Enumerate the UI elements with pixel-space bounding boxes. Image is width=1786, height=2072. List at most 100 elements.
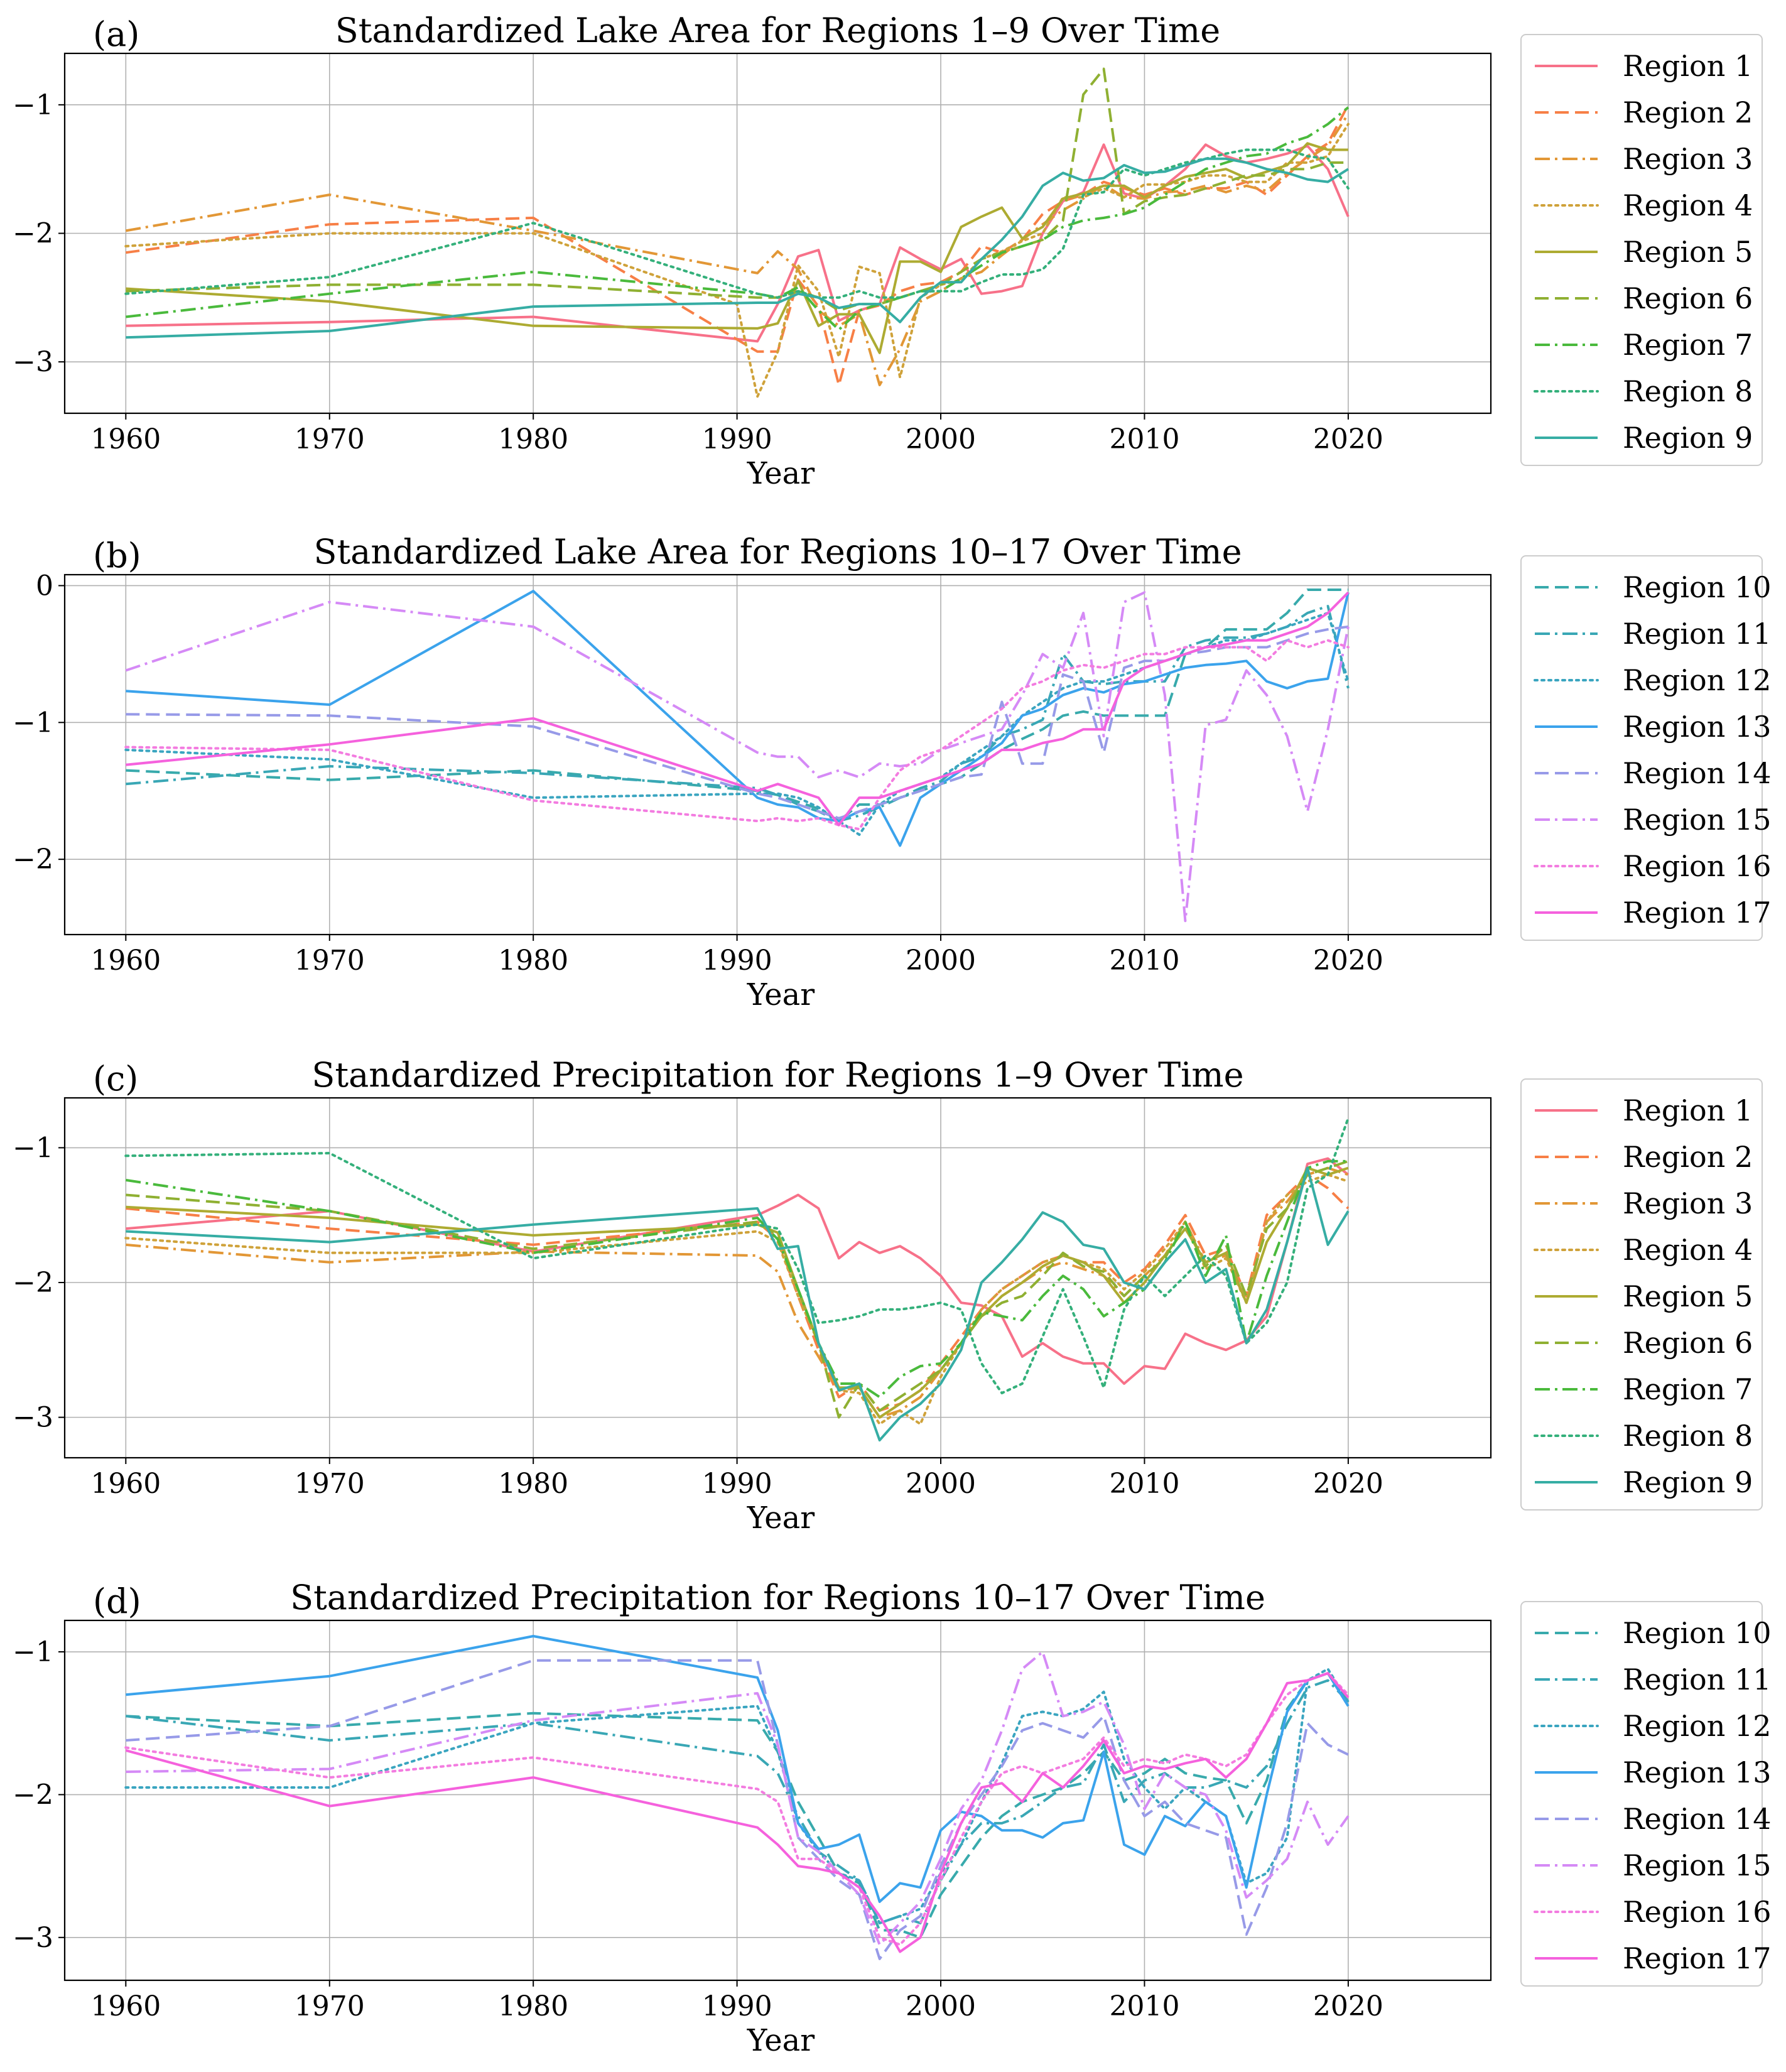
chart-title: Standardized Lake Area for Regions 1–9 O… xyxy=(335,11,1220,50)
x-tick-label: 2000 xyxy=(906,1990,976,2022)
chart-title: Standardized Lake Area for Regions 10–17… xyxy=(313,532,1242,572)
legend-label: Region 1 xyxy=(1623,1093,1753,1127)
legend-label: Region 2 xyxy=(1623,1140,1753,1174)
series-line-region-16 xyxy=(124,1672,1350,1946)
x-tick-label: 2010 xyxy=(1109,1468,1179,1500)
x-tick-label: 2020 xyxy=(1313,945,1383,977)
x-axis-label: Year xyxy=(747,2023,815,2058)
series-line-region-9 xyxy=(126,157,1349,339)
x-tick-label: 1990 xyxy=(702,1990,772,2022)
series-line-region-14 xyxy=(126,1659,1349,1960)
panel-label: (b) xyxy=(93,536,141,575)
series-line-region-9 xyxy=(126,1166,1350,1442)
y-tick-label: −3 xyxy=(13,1402,53,1434)
series-line-region-15 xyxy=(125,591,1350,923)
legend: Region 1 Region 2 Region 3 Region 4 Region 5… xyxy=(1520,1078,1763,1511)
x-tick-label: 1990 xyxy=(702,423,772,455)
legend-label: Region 10 xyxy=(1623,1616,1772,1650)
panel-label: (a) xyxy=(93,14,139,54)
series-line-region-3 xyxy=(125,113,1350,386)
series-group xyxy=(124,1635,1350,1960)
x-tick-label: 2000 xyxy=(906,945,976,977)
x-tick-label: 2010 xyxy=(1109,945,1179,977)
x-axis-label: Year xyxy=(747,456,815,491)
series-line-region-15 xyxy=(126,1651,1350,1946)
y-tick-label: −2 xyxy=(13,843,53,876)
legend-label: Region 16 xyxy=(1623,849,1772,883)
series-line-region-7 xyxy=(126,106,1350,331)
legend-label: Region 15 xyxy=(1623,803,1772,837)
y-tick-label: −2 xyxy=(13,1779,53,1811)
legend-box xyxy=(1520,34,1763,466)
x-tick-label: 1980 xyxy=(498,423,568,455)
series-group xyxy=(124,67,1350,398)
x-tick-label: 2010 xyxy=(1109,423,1179,455)
series-line-region-11 xyxy=(126,1679,1350,1924)
legend-label: Region 8 xyxy=(1623,1419,1753,1453)
legend-label: Region 8 xyxy=(1623,374,1753,408)
y-tick-label: −1 xyxy=(13,89,53,121)
x-tick-label: 1960 xyxy=(90,1990,161,2022)
series-line-region-13 xyxy=(126,590,1350,847)
y-tick-label: −3 xyxy=(13,1922,53,1954)
legend-label: Region 3 xyxy=(1623,142,1753,176)
series-line-region-6 xyxy=(126,1160,1349,1419)
legend-label: Region 6 xyxy=(1623,281,1753,315)
legend-box xyxy=(1520,1078,1763,1511)
series-line-region-7 xyxy=(125,1159,1348,1399)
panel-d: 1960 1970 1980 1990 2000 2010 2020 −3 −2 −1 Year St… xyxy=(13,1578,1771,2058)
series-line-region-16 xyxy=(124,639,1350,831)
legend-label: Region 7 xyxy=(1623,1372,1753,1406)
y-tick-label: 0 xyxy=(36,570,53,602)
x-tick-label: 1980 xyxy=(498,945,568,977)
legend-label: Region 1 xyxy=(1623,49,1753,83)
legend-label: Region 14 xyxy=(1623,1802,1772,1836)
x-axis-label: Year xyxy=(747,977,815,1012)
x-tick-label: 2000 xyxy=(906,1468,976,1500)
legend-label: Region 12 xyxy=(1623,1709,1772,1743)
x-tick-label: 1970 xyxy=(295,1468,365,1500)
panel-a: 1960 1970 1980 1990 2000 2010 2020 −3 −2 −1 Year St… xyxy=(13,11,1763,491)
legend: Region 10 Region 11 Region 12 Region 13 Regi… xyxy=(1520,1601,1772,1987)
series-line-region-17 xyxy=(126,591,1350,827)
x-tick-label: 1960 xyxy=(90,945,161,977)
legend-label: Region 9 xyxy=(1623,421,1753,455)
legend-label: Region 3 xyxy=(1623,1186,1753,1220)
y-tick-label: −3 xyxy=(13,346,53,378)
legend: Region 10 Region 11 Region 12 Region 13 Regi… xyxy=(1520,555,1772,941)
legend-label: Region 11 xyxy=(1623,1662,1772,1696)
legend-box xyxy=(1520,555,1763,941)
chart-title: Standardized Precipitation for Regions 1… xyxy=(311,1055,1243,1095)
series-line-region-17 xyxy=(125,1672,1350,1953)
legend-label: Region 14 xyxy=(1623,756,1772,790)
panel-label: (c) xyxy=(93,1059,138,1098)
x-tick-label: 2020 xyxy=(1313,1990,1383,2022)
series-line-region-1 xyxy=(126,1157,1350,1385)
axes-frame xyxy=(63,1619,1492,1982)
legend-label: Region 17 xyxy=(1623,896,1772,930)
series-line-region-5 xyxy=(126,1166,1349,1419)
x-tick-label: 1990 xyxy=(702,1468,772,1500)
legend-label: Region 10 xyxy=(1623,570,1772,604)
legend-label: Region 12 xyxy=(1623,663,1772,697)
legend-label: Region 7 xyxy=(1623,328,1753,362)
x-tick-label: 1970 xyxy=(295,423,365,455)
series-line-region-10 xyxy=(126,589,1348,823)
x-tick-label: 2020 xyxy=(1313,423,1383,455)
x-tick-label: 2020 xyxy=(1313,1468,1383,1500)
x-tick-label: 2000 xyxy=(906,423,976,455)
x-tick-label: 1980 xyxy=(498,1990,568,2022)
panel-b: 1960 1970 1980 1990 2000 2010 2020 −2 −1 0 Year Sta… xyxy=(13,532,1771,1012)
panel-c: 1960 1970 1980 1990 2000 2010 2020 −3 −2 −1 Year St… xyxy=(13,1055,1763,1536)
legend-label: Region 9 xyxy=(1623,1465,1753,1499)
x-tick-label: 1960 xyxy=(90,423,161,455)
legend-label: Region 17 xyxy=(1623,1941,1772,1975)
x-tick-label: 2010 xyxy=(1109,1990,1179,2022)
legend-label: Region 4 xyxy=(1623,188,1753,222)
series-line-region-8 xyxy=(124,148,1350,299)
axes-frame xyxy=(63,1097,1492,1459)
legend-label: Region 2 xyxy=(1623,95,1753,129)
y-tick-label: −2 xyxy=(13,1267,53,1299)
legend-label: Region 6 xyxy=(1623,1326,1753,1360)
